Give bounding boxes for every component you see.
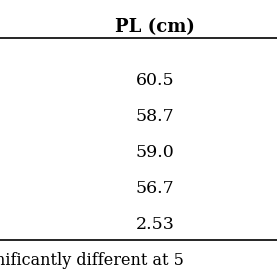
Text: 59.0: 59.0 bbox=[136, 144, 175, 161]
Text: 60.5: 60.5 bbox=[136, 72, 174, 89]
Text: 2.53: 2.53 bbox=[135, 216, 175, 233]
Text: PL (cm): PL (cm) bbox=[115, 18, 195, 36]
Text: 56.7: 56.7 bbox=[136, 180, 175, 197]
Text: 58.7: 58.7 bbox=[136, 108, 175, 125]
Text: nificantly different at 5: nificantly different at 5 bbox=[0, 252, 184, 269]
